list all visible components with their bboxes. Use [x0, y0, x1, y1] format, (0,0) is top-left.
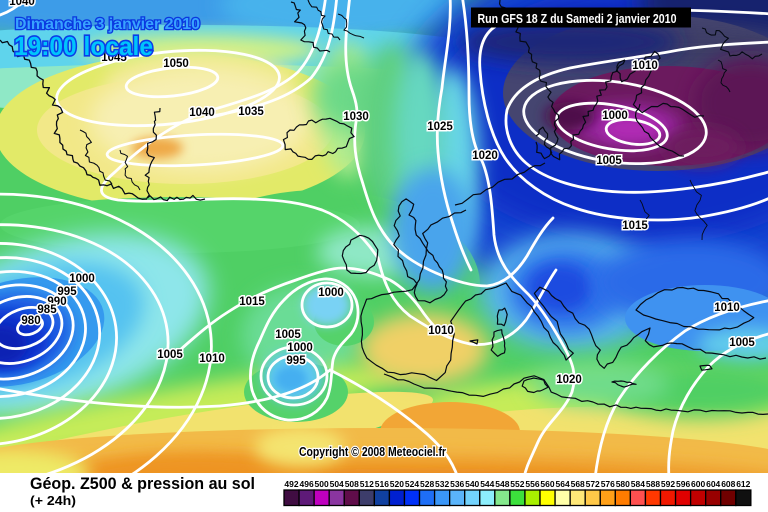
svg-text:1035: 1035	[238, 106, 264, 118]
svg-text:572: 572	[586, 479, 600, 489]
svg-text:1020: 1020	[472, 150, 498, 162]
svg-text:556: 556	[525, 479, 539, 489]
svg-text:1040: 1040	[189, 107, 215, 119]
svg-text:520: 520	[390, 479, 404, 489]
svg-text:584: 584	[631, 479, 645, 489]
svg-text:504: 504	[330, 479, 344, 489]
svg-text:600: 600	[691, 479, 705, 489]
svg-text:612: 612	[736, 479, 750, 489]
svg-text:608: 608	[721, 479, 735, 489]
svg-text:564: 564	[556, 479, 570, 489]
svg-text:1005: 1005	[157, 349, 183, 361]
svg-text:492: 492	[284, 479, 298, 489]
svg-text:532: 532	[435, 479, 449, 489]
svg-text:540: 540	[465, 479, 479, 489]
svg-text:552: 552	[510, 479, 524, 489]
svg-text:548: 548	[495, 479, 509, 489]
svg-text:1030: 1030	[343, 111, 369, 123]
svg-text:508: 508	[345, 479, 359, 489]
svg-text:1005: 1005	[275, 329, 301, 341]
svg-text:1015: 1015	[239, 296, 265, 308]
svg-text:536: 536	[450, 479, 464, 489]
svg-text:560: 560	[540, 479, 554, 489]
svg-text:1010: 1010	[199, 353, 225, 365]
svg-text:1040: 1040	[9, 0, 35, 8]
svg-text:1020: 1020	[556, 374, 582, 386]
svg-text:1050: 1050	[163, 58, 189, 70]
svg-text:496: 496	[300, 479, 314, 489]
svg-text:604: 604	[706, 479, 720, 489]
svg-text:568: 568	[571, 479, 585, 489]
svg-text:Copyright © 2008 Meteociel.fr: Copyright © 2008 Meteociel.fr	[299, 445, 446, 459]
svg-text:1000: 1000	[318, 287, 344, 299]
svg-text:592: 592	[661, 479, 675, 489]
svg-text:1015: 1015	[622, 220, 648, 232]
svg-text:995: 995	[286, 355, 306, 367]
svg-text:576: 576	[601, 479, 615, 489]
svg-text:1010: 1010	[632, 60, 658, 72]
svg-text:Géop. Z500 & pression au sol: Géop. Z500 & pression au sol	[30, 474, 255, 493]
svg-text:19:00 locale: 19:00 locale	[14, 31, 153, 61]
svg-text:596: 596	[676, 479, 690, 489]
svg-text:516: 516	[375, 479, 389, 489]
svg-text:985: 985	[37, 304, 57, 316]
svg-text:524: 524	[405, 479, 419, 489]
svg-text:1010: 1010	[428, 325, 454, 337]
svg-text:1010: 1010	[714, 302, 740, 314]
svg-text:1000: 1000	[69, 273, 95, 285]
svg-text:Run GFS 18 Z du Samedi 2 janvi: Run GFS 18 Z du Samedi 2 janvier 2010	[478, 11, 677, 26]
svg-text:1005: 1005	[729, 337, 755, 349]
svg-text:580: 580	[616, 479, 630, 489]
svg-text:528: 528	[420, 479, 434, 489]
svg-text:990: 990	[47, 296, 66, 308]
svg-text:1000: 1000	[602, 110, 628, 122]
svg-text:1045: 1045	[101, 52, 127, 64]
svg-text:544: 544	[480, 479, 494, 489]
svg-text:Dimanche 3 janvier 2010: Dimanche 3 janvier 2010	[15, 16, 200, 33]
svg-text:500: 500	[315, 479, 329, 489]
svg-text:512: 512	[360, 479, 374, 489]
svg-text:1005: 1005	[596, 155, 622, 167]
svg-text:1025: 1025	[427, 121, 453, 133]
svg-text:588: 588	[646, 479, 660, 489]
svg-text:980: 980	[21, 315, 40, 327]
svg-text:995: 995	[57, 286, 77, 298]
svg-text:(+ 24h): (+ 24h)	[30, 493, 76, 508]
svg-text:1000: 1000	[287, 342, 313, 354]
